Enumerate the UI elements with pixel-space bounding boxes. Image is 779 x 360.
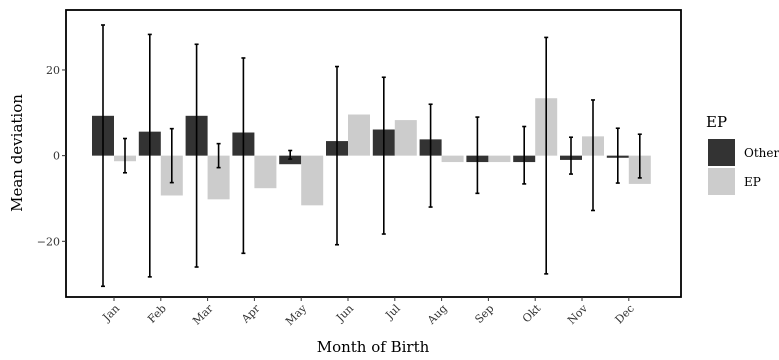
bar-ep-apr [254,155,277,189]
errorbar-other-okt [522,125,527,185]
bar-other-may [279,155,302,165]
bar-ep-jun [348,114,370,156]
x-tick-label-nov: Nov [565,301,591,327]
legend-key-ep [708,168,735,195]
bar-ep-aug [441,155,464,163]
x-tick-label-sep: Sep [472,302,496,326]
bar-ep-mar [207,155,230,200]
errorbar-ep-nov [591,99,595,212]
errorbar-ep-jan [123,137,127,174]
errorbar-ep-feb [169,127,174,184]
y-tick-label: 20 [46,64,60,77]
errorbar-other-sep [475,116,480,195]
errorbar-other-feb [147,33,152,278]
errorbar-other-may [288,149,293,160]
bar-ep-sep [488,155,511,163]
legend-label-ep: EP [744,175,761,189]
x-tick-label-jun: Jun [333,302,356,325]
errorbar-other-mar [194,43,199,268]
errorbar-other-aug [428,103,433,208]
legend-key-other [708,139,735,166]
x-tick-label-feb: Feb [145,302,169,326]
legend-title: EP [706,113,727,131]
x-tick-label-dec: Dec [613,302,637,326]
y-tick-label: −20 [37,235,60,248]
bar-ep-jul [394,120,417,156]
errorbar-other-dec [615,127,620,184]
legend-label-other: Other [744,146,779,160]
errorbar-other-jan [101,24,105,288]
errorbar-other-nov [569,136,573,175]
errorbar-other-jun [335,65,339,246]
y-tick-label: 0 [53,150,60,163]
bar-ep-may [301,155,324,206]
errorbar-ep-mar [216,142,221,169]
y-axis: −20 0 20 [37,64,66,248]
x-tick-label-jul: Jul [382,302,403,323]
x-axis: Jan Feb Mar Apr May Jun Jul Aug Sep Okt Nov Dec [99,297,637,328]
x-tick-label-mar: Mar [190,301,216,327]
x-axis-title: Month of Birth [317,338,430,356]
errorbar-other-jul [381,76,386,235]
errorbars-layer [101,24,642,288]
x-tick-label-okt: Okt [520,302,544,326]
legend: EP Other EP [706,113,779,195]
errorbar-ep-dec [637,133,642,179]
errorbar-other-apr [241,57,246,255]
x-tick-label-jan: Jan [99,302,122,325]
errorbar-ep-okt [544,36,549,275]
x-tick-label-apr: Apr [238,301,263,326]
x-tick-label-aug: Aug [424,302,450,328]
x-tick-label-may: May [283,301,310,328]
y-axis-title: Mean deviation [8,94,26,212]
